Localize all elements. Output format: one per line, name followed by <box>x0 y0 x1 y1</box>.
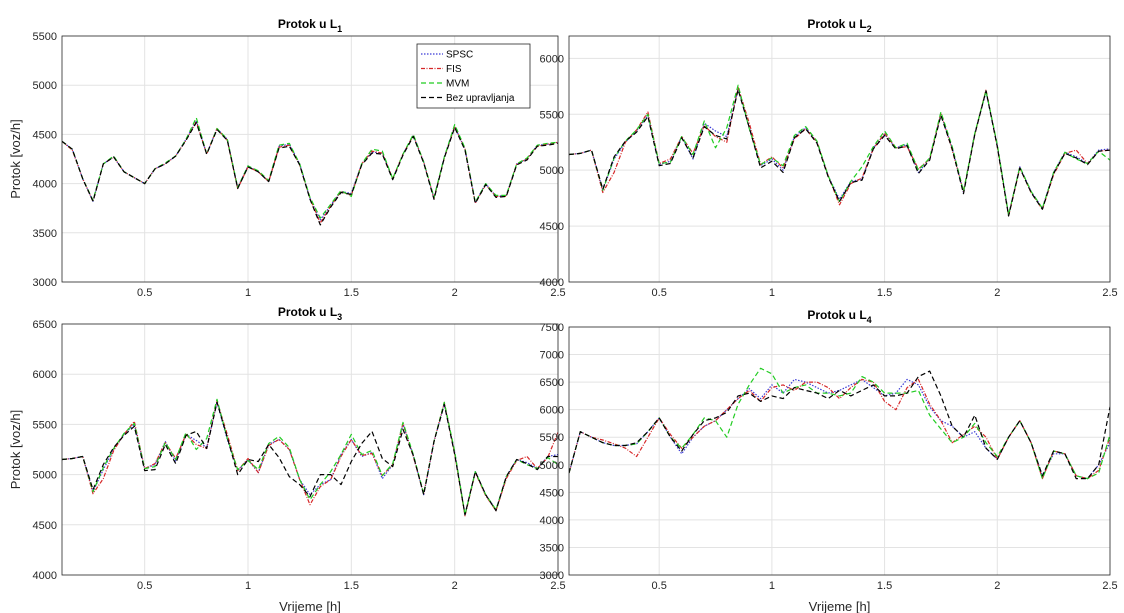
y-tick-label: 3000 <box>540 570 564 582</box>
y-axis-label: Protok [voz/h] <box>8 119 23 198</box>
y-tick-label: 4500 <box>33 129 57 141</box>
legend-entry: FIS <box>446 64 462 75</box>
x-tick-label: 2 <box>994 287 1000 299</box>
x-tick-label: 0.5 <box>652 580 667 592</box>
x-tick-label: 1.5 <box>344 287 359 299</box>
y-tick-label: 5500 <box>33 31 57 43</box>
plot-area <box>569 327 1110 575</box>
x-tick-label: 1 <box>769 580 775 592</box>
y-tick-label: 6000 <box>540 53 564 65</box>
panel-title: Protok u L1 <box>278 17 342 34</box>
x-tick-label: 1 <box>245 287 251 299</box>
panel-title: Protok u L3 <box>278 305 342 322</box>
y-tick-label: 5000 <box>540 460 564 472</box>
series-line-mvm <box>62 398 558 516</box>
x-tick-label: 2 <box>994 580 1000 592</box>
x-tick-label: 2 <box>452 287 458 299</box>
x-tick-label: 2 <box>452 580 458 592</box>
y-tick-label: 4500 <box>540 221 564 233</box>
panel-title: Protok u L2 <box>807 17 871 34</box>
legend: SPSC FIS MVM Bez upravljanja <box>416 43 531 109</box>
subplot-3: 0.5 1 1.5 2 2.5 4000 4500 5000 5500 6000 6500 Proto… <box>8 305 566 613</box>
y-tick-label: 5500 <box>33 419 57 431</box>
y-tick-label: 3500 <box>540 542 564 554</box>
y-tick-label: 4000 <box>33 179 57 191</box>
legend-box <box>416 43 531 109</box>
y-tick-label: 4000 <box>540 277 564 289</box>
axes-box <box>568 35 1111 283</box>
axes-box <box>61 323 559 576</box>
y-tick-label: 6000 <box>33 369 57 381</box>
legend-entry: MVM <box>446 79 469 90</box>
series-line-mvm <box>569 84 1110 216</box>
x-tick-label: 1.5 <box>344 580 359 592</box>
y-tick-label: 5000 <box>540 165 564 177</box>
x-tick-label: 0.5 <box>137 580 152 592</box>
x-axis-label: Vrijeme [h] <box>809 599 871 613</box>
y-axis-label: Protok [voz/h] <box>8 410 23 489</box>
axes-box <box>568 326 1111 576</box>
series-line-bez-upravljanja <box>569 89 1110 217</box>
y-tick-label: 7000 <box>540 350 564 362</box>
series-line-bez-upravljanja <box>62 122 558 226</box>
y-tick-label: 5500 <box>540 109 564 121</box>
y-tick-label: 6500 <box>33 319 57 331</box>
axes-box <box>61 35 559 283</box>
y-tick-label: 4000 <box>540 515 564 527</box>
x-tick-label: 1.5 <box>877 287 892 299</box>
y-tick-label: 5000 <box>33 80 57 92</box>
series-line-mvm <box>569 367 1110 480</box>
y-tick-label: 5500 <box>540 432 564 444</box>
x-tick-label: 0.5 <box>137 287 152 299</box>
x-tick-label: 1.5 <box>877 580 892 592</box>
y-tick-label: 4500 <box>33 520 57 532</box>
series-line-spsc <box>569 88 1110 216</box>
x-tick-label: 2.5 <box>1102 580 1117 592</box>
x-tick-label: 2.5 <box>550 287 565 299</box>
y-tick-label: 3500 <box>33 228 57 240</box>
x-tick-label: 2.5 <box>1102 287 1117 299</box>
x-axis-label: Vrijeme [h] <box>279 599 341 613</box>
x-tick-label: 0.5 <box>652 287 667 299</box>
x-tick-label: 1 <box>769 287 775 299</box>
legend-entry: SPSC <box>446 50 473 61</box>
x-tick-label: 1 <box>245 580 251 592</box>
plot-area <box>569 36 1110 282</box>
y-tick-label: 7500 <box>540 322 564 334</box>
panel-title: Protok u L4 <box>807 308 871 325</box>
subplot-4: 0.5 1 1.5 2 2.530003500400045005000550060006… <box>540 308 1118 613</box>
plot-area <box>62 324 558 575</box>
y-tick-label: 4000 <box>33 570 57 582</box>
y-tick-label: 4500 <box>540 487 564 499</box>
y-tick-label: 6000 <box>540 405 564 417</box>
x-tick-label: 2.5 <box>550 580 565 592</box>
legend-entry: Bez upravljanja <box>446 93 515 104</box>
series-line-bez-upravljanja <box>62 401 558 516</box>
y-tick-label: 5000 <box>33 470 57 482</box>
y-tick-label: 3000 <box>33 277 57 289</box>
y-tick-label: 6500 <box>540 377 564 389</box>
